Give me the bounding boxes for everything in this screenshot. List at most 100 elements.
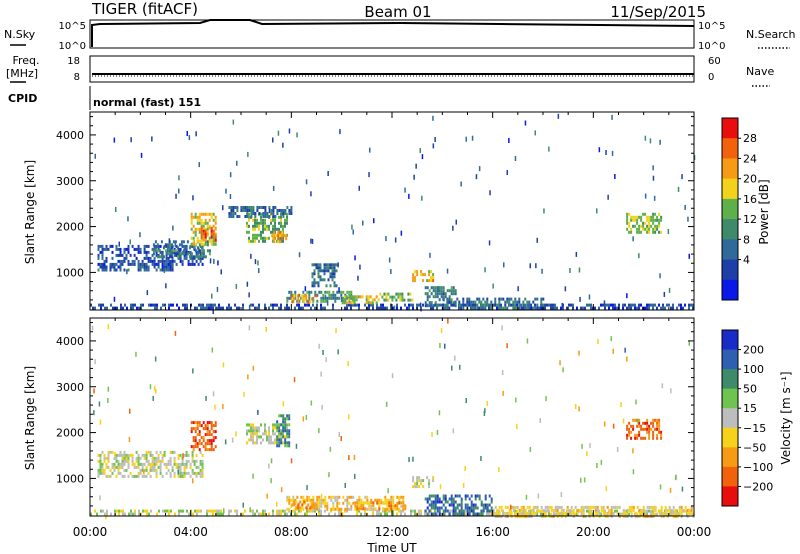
echo-cell <box>192 368 194 374</box>
echo-cell <box>450 298 453 302</box>
echo-cell <box>196 236 199 240</box>
echo-cell <box>216 509 218 513</box>
echo-cell <box>598 306 600 310</box>
echo-cell <box>211 347 214 353</box>
echo-cell <box>126 306 128 310</box>
echo-cell <box>688 306 690 310</box>
echo-cell <box>206 427 209 431</box>
echo-cell <box>302 306 304 310</box>
echo-cell <box>286 423 288 427</box>
echo-cell <box>202 242 205 246</box>
echo-cell <box>225 188 227 194</box>
echo-cell <box>190 242 193 246</box>
echo-cell <box>252 423 254 427</box>
echo-cell <box>638 227 641 231</box>
echo-cell <box>512 303 515 307</box>
echo-cell <box>139 268 142 272</box>
echo-cell <box>188 512 190 516</box>
echo-cell <box>632 215 635 219</box>
echo-cell <box>274 206 277 209</box>
echo-cell <box>106 306 108 310</box>
echo-cell <box>354 501 357 505</box>
echo-cell <box>442 286 445 290</box>
echo-cell <box>161 459 164 463</box>
echo-cell <box>306 495 309 499</box>
echo-cell <box>323 278 326 282</box>
echo-cell <box>366 498 369 502</box>
echo-cell <box>392 501 395 505</box>
echo-cell <box>118 509 120 513</box>
echo-cell <box>624 303 626 307</box>
echo-cell <box>195 474 198 478</box>
echo-cell <box>478 497 481 501</box>
echo-cell <box>280 218 282 222</box>
echo-cell <box>143 456 146 460</box>
echo-cell <box>145 474 148 478</box>
echo-cell <box>540 509 542 513</box>
echo-cell <box>260 512 262 516</box>
echo-cell <box>154 246 157 250</box>
echo-cell <box>186 303 188 307</box>
echo-cell <box>418 512 420 516</box>
echo-cell <box>272 230 274 234</box>
echo-cell <box>101 268 104 272</box>
echo-cell <box>676 511 679 515</box>
echo-cell <box>336 290 339 294</box>
echo-cell <box>438 509 441 513</box>
echo-cell <box>293 297 296 301</box>
echo-cell <box>109 265 112 269</box>
echo-cell <box>518 508 521 512</box>
echo-cell <box>681 486 684 492</box>
echo-cell <box>420 512 422 516</box>
echo-cell <box>177 469 179 475</box>
echo-cell <box>180 252 183 256</box>
echo-cell <box>190 221 193 225</box>
echo-cell <box>200 252 203 256</box>
echo-cell <box>644 511 647 515</box>
echo-cell <box>628 430 631 434</box>
echo-cell <box>256 224 258 228</box>
echo-cell <box>254 429 256 433</box>
echo-cell <box>602 508 605 512</box>
echo-cell <box>646 512 648 516</box>
echo-cell <box>452 428 455 434</box>
echo-cell <box>459 364 461 370</box>
echo-cell <box>490 509 493 513</box>
echo-cell <box>190 218 193 222</box>
echo-cell <box>179 462 182 466</box>
echo-cell <box>186 240 189 244</box>
echo-cell <box>159 462 162 466</box>
echo-cell <box>97 468 100 472</box>
echo-cell <box>300 509 302 513</box>
echo-cell <box>158 249 161 253</box>
echo-cell <box>648 424 651 428</box>
echo-cell <box>688 253 690 259</box>
echo-cell <box>286 441 289 445</box>
echo-cell <box>153 468 156 472</box>
echo-cell <box>173 456 176 460</box>
echo-cell <box>656 418 659 422</box>
echo-cell <box>208 439 211 443</box>
echo-cell <box>214 303 216 307</box>
echo-cell <box>305 414 308 420</box>
echo-cell <box>386 509 388 513</box>
echo-cell <box>173 259 176 263</box>
echo-cell <box>128 512 130 516</box>
echo-cell <box>670 508 673 512</box>
echo-cell <box>674 475 677 481</box>
echo-cell <box>256 209 259 212</box>
echo-cell <box>131 474 134 478</box>
echo-cell <box>264 423 266 427</box>
echo-cell <box>474 306 476 310</box>
echo-cell <box>583 477 586 483</box>
echo-cell <box>258 268 260 274</box>
echo-cell <box>280 512 282 516</box>
echo-cell <box>194 445 197 449</box>
echo-cell <box>272 441 274 445</box>
echo-cell <box>318 428 320 434</box>
echo-cell <box>335 328 337 334</box>
echo-cell <box>418 476 421 480</box>
echo-cell <box>196 221 199 225</box>
echo-cell <box>266 215 269 218</box>
echo-cell <box>652 212 655 216</box>
